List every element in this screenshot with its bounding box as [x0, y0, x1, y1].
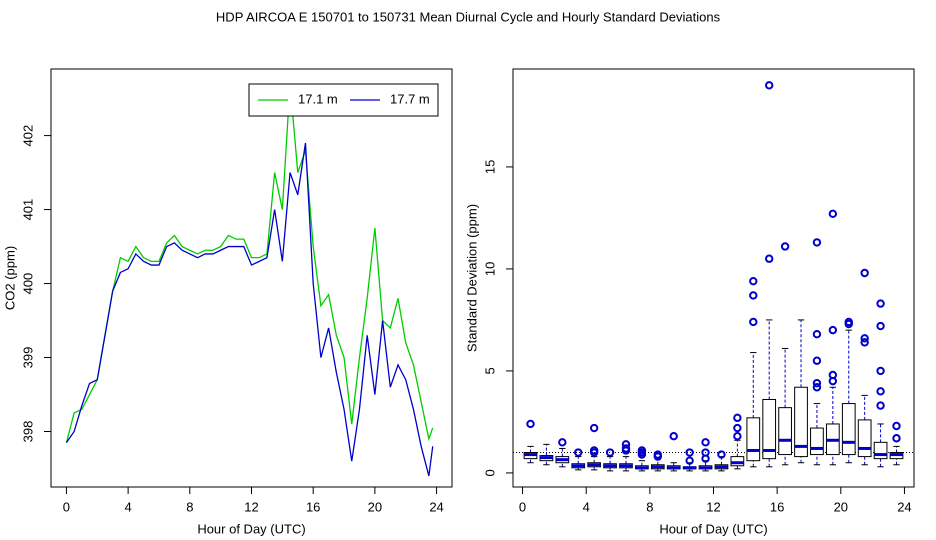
outlier — [749, 291, 758, 300]
y-axis-label: CO2 (ppm) — [2, 246, 17, 310]
x-tick-label: 0 — [63, 499, 70, 514]
outlier — [828, 325, 838, 335]
box — [794, 386, 808, 458]
series-line — [65, 142, 434, 477]
page-title: HDP AIRCOA E 150701 to 150731 Mean Diurn… — [216, 9, 721, 24]
outlier — [892, 434, 901, 443]
y-tick-label: 400 — [20, 273, 35, 295]
outlier — [637, 446, 647, 455]
x-tick-label: 8 — [646, 499, 653, 514]
outlier — [621, 444, 631, 453]
x-tick-label: 4 — [583, 499, 590, 514]
x-tick-label: 24 — [429, 499, 443, 514]
y-axis-label: Standard Deviation (ppm) — [464, 204, 479, 352]
box — [873, 441, 888, 460]
y-tick-label: 0 — [482, 469, 497, 476]
outlier — [717, 450, 726, 459]
y-tick-label: 5 — [482, 367, 497, 374]
x-axis-label: Hour of Day (UTC) — [659, 521, 767, 536]
outlier — [812, 356, 822, 365]
x-tick-label: 8 — [186, 499, 193, 514]
outlier — [701, 448, 710, 457]
outlier — [653, 450, 663, 459]
box — [841, 403, 856, 456]
legend-label: 17.1 m — [298, 91, 338, 106]
x-tick-label: 4 — [124, 499, 131, 514]
outlier — [780, 242, 790, 251]
outlier — [876, 387, 885, 396]
y-tick-label: 10 — [482, 262, 497, 276]
outlier — [733, 413, 742, 423]
outlier — [828, 370, 838, 380]
y-tick-label: 402 — [20, 125, 35, 147]
outlier — [589, 423, 599, 433]
outlier — [669, 432, 678, 441]
y-tick-label: 15 — [482, 160, 497, 174]
outlier — [764, 81, 774, 90]
box — [746, 417, 761, 462]
outlier — [574, 448, 583, 457]
x-tick-label: 20 — [368, 499, 382, 514]
outlier — [860, 334, 869, 343]
outlier — [749, 276, 758, 286]
outlier — [764, 254, 774, 263]
y-tick-label: 398 — [20, 421, 35, 443]
box — [730, 456, 745, 467]
outlier — [844, 317, 853, 327]
outlier — [526, 419, 535, 429]
outlier — [892, 421, 901, 431]
legend-label: 17.7 m — [390, 91, 430, 106]
x-tick-label: 24 — [897, 499, 911, 514]
x-tick-label: 0 — [519, 499, 526, 514]
outlier — [605, 448, 615, 457]
outlier — [860, 268, 869, 278]
outlier — [733, 423, 742, 433]
outlier — [828, 209, 838, 219]
outlier — [876, 366, 885, 376]
box — [857, 419, 872, 458]
box — [810, 427, 824, 456]
y-tick-label: 399 — [20, 347, 35, 369]
outlier — [876, 321, 885, 331]
outlier — [749, 317, 758, 327]
x-tick-label: 16 — [306, 499, 320, 514]
outlier — [621, 440, 631, 449]
outlier — [812, 330, 822, 339]
y-tick-label: 401 — [20, 199, 35, 221]
outlier — [812, 383, 822, 392]
outlier — [876, 401, 885, 410]
outlier — [812, 238, 822, 247]
x-tick-label: 12 — [706, 499, 720, 514]
x-tick-label: 16 — [770, 499, 784, 514]
outlier — [733, 432, 742, 441]
outlier — [701, 438, 710, 447]
series-line — [65, 83, 434, 443]
outlier — [876, 299, 885, 308]
box — [762, 398, 777, 460]
x-axis-label: Hour of Day (UTC) — [197, 521, 305, 536]
x-tick-label: 20 — [834, 499, 848, 514]
outlier — [685, 456, 694, 465]
outlier — [558, 438, 567, 447]
outlier — [860, 338, 869, 347]
box — [778, 407, 792, 456]
outlier — [589, 446, 599, 455]
x-tick-label: 12 — [244, 499, 258, 514]
outlier — [812, 378, 822, 388]
outlier — [685, 448, 694, 457]
